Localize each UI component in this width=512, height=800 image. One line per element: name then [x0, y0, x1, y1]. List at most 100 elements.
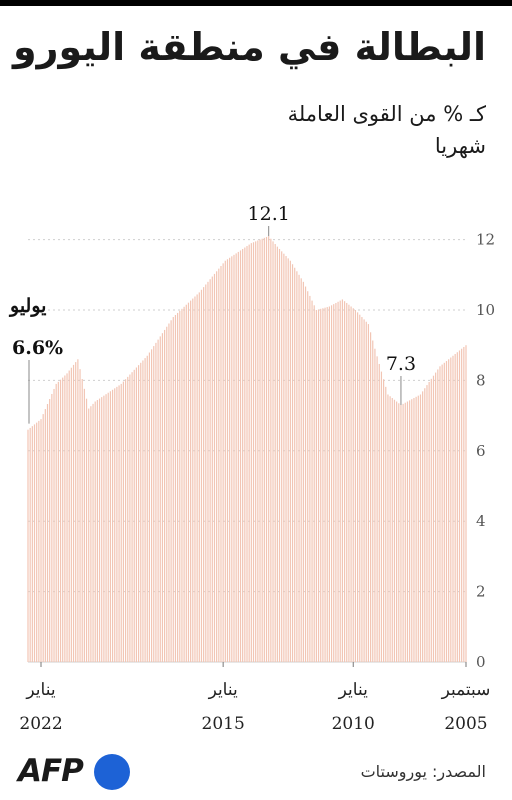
bar-month-200 [31, 426, 33, 662]
bar-month-65 [324, 307, 326, 662]
bar-month-161 [116, 386, 118, 662]
annotation-value-2: 6.6% [12, 337, 63, 359]
bar-month-24 [413, 398, 415, 662]
x-tick-label-month-0: سبتمبر [441, 680, 491, 700]
bar-month-107 [233, 254, 235, 662]
bar-month-181 [72, 364, 75, 662]
bar-month-31 [398, 403, 400, 662]
bar-month-185 [64, 375, 66, 662]
bar-month-9 [445, 361, 448, 662]
bar-month-23 [415, 396, 417, 662]
bar-month-143 [155, 342, 157, 662]
bar-month-153 [133, 369, 135, 662]
bar-month-130 [183, 306, 185, 662]
bar-month-74 [304, 286, 307, 662]
bar-month-114 [218, 268, 220, 662]
bar-month-113 [220, 266, 222, 662]
bar-month-75 [302, 281, 304, 662]
bar-month-133 [177, 312, 179, 662]
annotation-value-0: 7.3 [386, 353, 416, 375]
bar-month-58 [339, 300, 341, 662]
bar-month-85 [281, 251, 283, 662]
annotations: 7.3 12.1 يوليو 6.6% [8, 203, 416, 424]
bar-month-37 [385, 386, 387, 662]
bar-month-13 [437, 369, 439, 662]
bar-month-71 [311, 300, 313, 662]
bar-month-72 [309, 295, 311, 662]
bar-month-149 [142, 360, 144, 662]
bar-month-126 [192, 298, 194, 662]
bar-month-118 [209, 279, 211, 662]
bar-month-59 [337, 301, 339, 662]
bar-month-19 [424, 388, 426, 662]
bar-month-36 [387, 394, 389, 662]
bar-month-182 [70, 367, 72, 662]
bar-month-8 [448, 359, 450, 662]
bar-month-5 [454, 354, 456, 662]
bar-month-53 [350, 306, 352, 662]
bar-month-106 [235, 253, 237, 662]
bar-month-40 [378, 363, 380, 662]
bar-month-16 [430, 378, 432, 662]
bar-month-44 [369, 332, 372, 662]
bar-month-174 [88, 408, 90, 662]
bar-month-180 [75, 362, 77, 662]
afp-logo-text: AFP [18, 753, 84, 789]
bar-month-122 [200, 289, 203, 662]
bar-month-78 [296, 271, 298, 662]
x-tick-label-year-1: 2010 [332, 714, 375, 734]
bar-month-192 [49, 399, 51, 662]
bar-month-68 [317, 309, 320, 662]
bar-month-138 [166, 326, 168, 662]
bar-month-67 [320, 308, 322, 662]
bars [27, 236, 467, 663]
afp-logo-dot [94, 754, 130, 790]
bar-month-86 [278, 248, 281, 662]
bar-month-150 [140, 362, 142, 662]
bar-month-167 [103, 395, 105, 662]
bar-month-55 [346, 302, 348, 662]
bar-month-32 [396, 401, 398, 662]
bar-month-93 [263, 237, 265, 662]
x-tick-label-year-2: 2015 [202, 714, 245, 734]
bar-month-99 [250, 243, 252, 662]
bar-month-100 [248, 244, 250, 662]
bar-month-49 [359, 314, 361, 662]
bar-month-119 [207, 281, 209, 662]
bar-month-61 [333, 304, 335, 662]
bar-month-145 [150, 349, 153, 662]
bar-month-96 [257, 240, 259, 663]
bar-month-14 [435, 372, 437, 662]
bar-month-39 [380, 371, 383, 662]
bar-month-132 [179, 310, 181, 662]
bar-month-172 [92, 403, 94, 662]
bar-month-109 [229, 257, 231, 662]
bar-month-52 [352, 308, 354, 662]
bar-month-102 [244, 247, 246, 662]
source-note: المصدر: يوروستات [360, 762, 486, 781]
bar-month-108 [231, 256, 233, 662]
y-tick-label-10: 10 [476, 301, 495, 319]
bar-month-188 [57, 381, 59, 662]
bar-month-125 [194, 296, 196, 662]
bar-month-151 [137, 365, 140, 662]
top-rule [0, 0, 512, 6]
unemployment-chart: 0 2 4 6 8 10 12 سبتمبر 2005 يناير 2010 يناير 2015 ين… [8, 203, 495, 734]
bar-month-90 [270, 238, 272, 662]
bar-month-18 [426, 385, 428, 662]
bar-month-54 [348, 304, 350, 662]
bar-month-163 [111, 389, 114, 662]
bar-month-92 [265, 236, 268, 662]
bar-month-116 [213, 273, 216, 662]
bar-month-169 [98, 398, 101, 662]
bar-month-83 [285, 256, 287, 662]
bar-month-137 [168, 323, 170, 662]
bar-month-43 [372, 340, 374, 662]
bar-month-162 [114, 388, 116, 662]
bar-month-12 [439, 366, 441, 662]
bar-month-28 [404, 402, 406, 662]
bar-month-184 [66, 373, 68, 662]
bar-month-164 [109, 391, 111, 662]
bar-month-178 [79, 369, 81, 662]
bar-month-196 [40, 419, 42, 662]
